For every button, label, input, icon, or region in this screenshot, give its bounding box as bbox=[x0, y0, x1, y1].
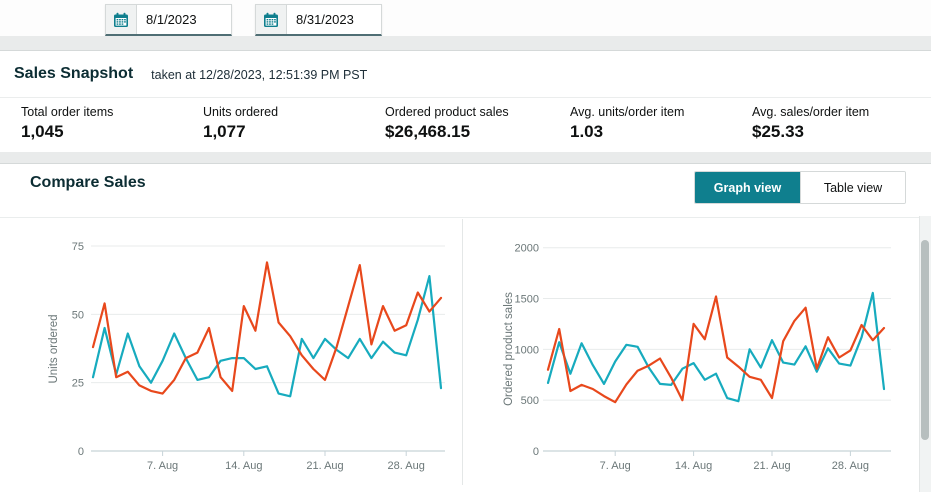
units-ordered-current-line bbox=[91, 274, 443, 398]
sales-snapshot-section: Sales Snapshot taken at 12/28/2023, 12:5… bbox=[0, 50, 931, 154]
metric-label: Avg. sales/order item bbox=[752, 105, 870, 119]
product-sales-current-line bbox=[546, 291, 886, 403]
calendar-icon bbox=[264, 12, 278, 27]
top-bar: 8/1/2023 8/31/2023 bbox=[0, 0, 931, 36]
snapshot-timestamp: taken at 12/28/2023, 12:51:39 PM PST bbox=[151, 68, 368, 82]
product-sales-chart-svg: 0 500 1000 1500 2000 7. Aug 14. Aug 21. Aug 28. … bbox=[503, 243, 891, 472]
units-ordered-chart: 0 25 50 75 7. Aug 14. Aug 21. Aug 28. Aug Units … bbox=[0, 219, 460, 493]
x-tick-label: 7. Aug bbox=[600, 460, 631, 472]
y-tick-label: 0 bbox=[533, 446, 539, 458]
metric-units-ordered: Units ordered 1,077 bbox=[203, 105, 278, 142]
y-tick-label: 75 bbox=[72, 241, 84, 253]
sales-snapshot-header: Sales Snapshot taken at 12/28/2023, 12:5… bbox=[0, 51, 931, 98]
metric-value: 1.03 bbox=[570, 122, 604, 141]
x-tick-label: 7. Aug bbox=[147, 460, 178, 472]
units-ordered-comparison-line bbox=[91, 261, 443, 395]
sales-snapshot-title: Sales Snapshot bbox=[14, 65, 134, 82]
page-background-strip bbox=[0, 152, 931, 163]
metric-value: 1,077 bbox=[203, 122, 246, 141]
units-ordered-chart-svg: 0 25 50 75 7. Aug 14. Aug 21. Aug 28. Aug Units … bbox=[48, 241, 445, 472]
x-tick-label: 28. Aug bbox=[388, 460, 425, 472]
vertical-scrollbar[interactable] bbox=[919, 216, 931, 492]
divider bbox=[0, 217, 931, 218]
metric-avg-sales-order-item: Avg. sales/order item $25.33 bbox=[752, 105, 869, 142]
y-axis-title: Ordered product sales bbox=[503, 292, 515, 406]
y-tick-label: 2000 bbox=[515, 243, 539, 255]
y-tick-label: 0 bbox=[78, 446, 84, 458]
x-tick-label: 21. Aug bbox=[306, 460, 343, 472]
metric-label: Avg. units/order item bbox=[570, 105, 685, 119]
product-sales-comparison-line bbox=[546, 295, 886, 404]
table-view-button[interactable]: Table view bbox=[800, 172, 905, 203]
page-background-strip bbox=[0, 36, 931, 50]
charts-row: 0 25 50 75 7. Aug 14. Aug 21. Aug 28. Aug Units … bbox=[0, 219, 931, 493]
end-date-picker[interactable]: 8/31/2023 bbox=[255, 4, 382, 36]
compare-sales-section: Compare Sales Graph view Table view 0 25 5… bbox=[0, 163, 931, 493]
metric-label: Ordered product sales bbox=[385, 105, 509, 119]
metric-ordered-product-sales: Ordered product sales $26,468.15 bbox=[385, 105, 509, 142]
x-tick-label: 28. Aug bbox=[832, 460, 869, 472]
metric-total-order-items: Total order items 1,045 bbox=[21, 105, 113, 142]
product-sales-chart: 0 500 1000 1500 2000 7. Aug 14. Aug 21. Aug 28. … bbox=[465, 219, 915, 493]
metric-avg-units-order-item: Avg. units/order item 1.03 bbox=[570, 105, 684, 142]
y-tick-label: 500 bbox=[521, 395, 539, 407]
metrics-row: Total order items 1,045 Units ordered 1,… bbox=[0, 98, 931, 153]
x-tick-label: 14. Aug bbox=[675, 460, 712, 472]
start-date-calendar-button[interactable] bbox=[106, 5, 137, 34]
x-tick-label: 21. Aug bbox=[753, 460, 790, 472]
metric-value: $26,468.15 bbox=[385, 122, 471, 141]
calendar-icon bbox=[114, 12, 128, 27]
y-tick-label: 1500 bbox=[515, 294, 539, 306]
view-toggle: Graph view Table view bbox=[694, 171, 906, 204]
chart-divider bbox=[462, 219, 463, 485]
end-date-value[interactable]: 8/31/2023 bbox=[296, 12, 354, 27]
metric-label: Total order items bbox=[21, 105, 114, 119]
y-tick-label: 25 bbox=[72, 378, 84, 390]
graph-view-button[interactable]: Graph view bbox=[695, 172, 800, 203]
scrollbar-thumb[interactable] bbox=[921, 240, 929, 440]
y-tick-label: 1000 bbox=[515, 344, 539, 356]
metric-value: 1,045 bbox=[21, 122, 64, 141]
start-date-picker[interactable]: 8/1/2023 bbox=[105, 4, 232, 36]
start-date-value[interactable]: 8/1/2023 bbox=[146, 12, 197, 27]
x-tick-label: 14. Aug bbox=[225, 460, 262, 472]
end-date-calendar-button[interactable] bbox=[256, 5, 287, 34]
metric-label: Units ordered bbox=[203, 105, 279, 119]
y-tick-label: 50 bbox=[72, 309, 84, 321]
y-axis-title: Units ordered bbox=[48, 314, 60, 383]
compare-sales-title: Compare Sales bbox=[30, 174, 146, 191]
metric-value: $25.33 bbox=[752, 122, 804, 141]
